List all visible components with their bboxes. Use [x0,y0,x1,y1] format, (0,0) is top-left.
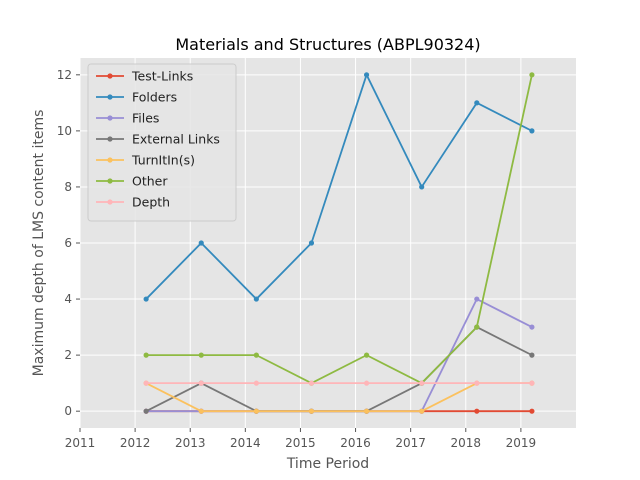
legend-item: Files [96,111,159,126]
grid-lines [79,58,576,428]
data-point-depth [253,380,259,386]
x-tick-label: 2014 [230,436,261,450]
legend-label: Depth [132,195,170,210]
series-depth [143,380,535,386]
data-point-depth [198,380,204,386]
legend-box [87,63,237,222]
data-point-other [253,352,259,358]
data-point-external-links [143,408,149,414]
data-point-turnitin-s [253,408,259,414]
y-tick-label: 10 [57,124,72,138]
data-point-other [474,324,480,330]
series-line-folders [145,73,533,300]
chart-title: Materials and Structures (ABPL90324) [175,35,480,54]
data-point-turnitin-s [308,408,315,414]
legend-label: External Links [132,132,220,147]
legend-label: Other [132,174,168,189]
y-tick-label: 6 [64,236,72,250]
series-lines [143,72,535,414]
legend-label: Folders [132,90,177,105]
series-line-turnitin-s [145,382,532,413]
y-tick-label: 2 [64,348,72,362]
data-point-folders [143,296,149,302]
y-tick-label: 12 [57,68,72,82]
series-line-other [146,74,533,385]
data-point-folders [529,128,535,134]
data-point-depth [419,380,425,386]
y-tick-label: 4 [64,292,72,306]
x-tick-label: 2015 [285,436,316,450]
y-axis-ticks: 0 2 4 6 8 10 12 [57,68,80,418]
x-tick-label: 2011 [65,436,96,450]
data-point-turnitin-s [363,408,370,414]
legend-marker [107,136,113,142]
data-point-external-links [529,352,535,358]
legend: Test-Links Folders Files External Links Turn… [87,63,237,222]
legend-label: Test-Links [131,69,193,84]
x-axis-label: Time Period [286,456,369,472]
x-tick-label: 2013 [175,436,206,450]
x-tick-label: 2017 [395,436,426,450]
data-point-other [529,72,535,78]
data-point-depth [474,380,480,386]
legend-marker [107,178,113,184]
data-point-depth [363,380,370,386]
data-point-test-links [529,408,535,414]
legend-item: External Links [96,132,220,147]
data-point-depth [308,380,315,386]
legend-marker [107,94,113,100]
data-point-turnitin-s [198,408,204,414]
data-point-test-links [474,408,480,414]
data-point-folders [198,240,204,246]
y-tick-label: 0 [64,404,72,418]
data-point-depth [143,380,149,386]
legend-marker [107,199,113,205]
legend-marker [107,115,113,121]
x-tick-label: 2016 [340,436,371,450]
x-tick-label: 2012 [120,436,151,450]
legend-item: Depth [96,195,170,210]
series-folders [143,72,535,302]
x-tick-label: 2019 [506,436,537,450]
data-point-folders [419,184,425,190]
legend-item: TurnItIn(s) [96,153,195,168]
data-point-folders [308,240,315,246]
data-point-turnitin-s [419,408,425,414]
data-point-folders [363,72,370,78]
legend-item: Folders [96,90,177,105]
data-point-files [529,324,535,330]
y-tick-label: 8 [64,180,72,194]
legend-item: Test-Links [96,69,193,84]
x-tick-label: 2018 [451,436,482,450]
legend-item: Other [96,174,168,189]
data-point-other [198,352,204,358]
legend-label: TurnItIn(s) [131,153,195,168]
data-point-folders [253,296,259,302]
x-axis-ticks: 2011 2012 2013 2014 2015 2016 2017 2018 2019 [65,428,536,450]
y-axis-label: Maximum depth of LMS content items [31,110,47,377]
data-point-other [363,352,370,358]
data-point-other [143,352,149,358]
data-point-files [474,296,480,302]
data-point-depth [529,380,535,386]
legend-marker [107,73,113,79]
data-point-folders [474,100,480,106]
legend-label: Files [132,111,159,126]
legend-marker [107,157,113,163]
